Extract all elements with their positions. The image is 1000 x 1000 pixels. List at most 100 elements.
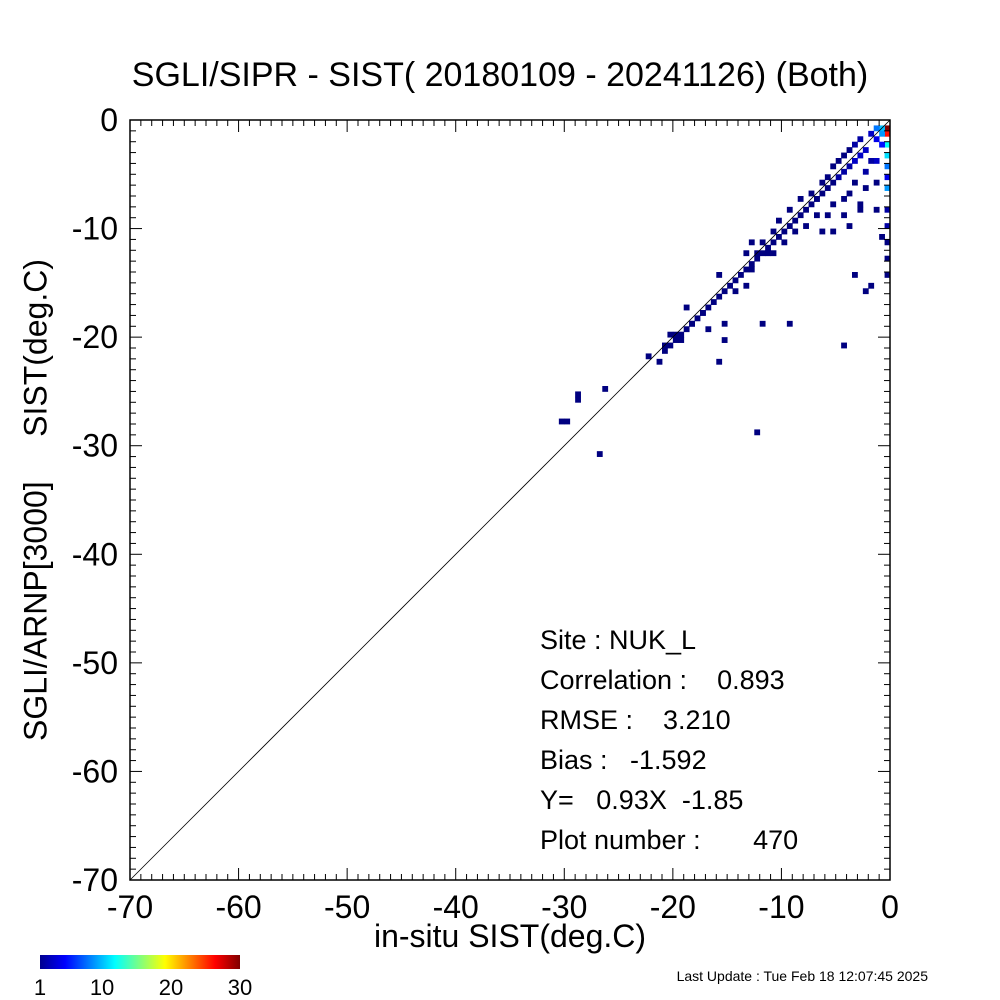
heatmap-cell	[846, 190, 853, 197]
heatmap-cell	[672, 337, 679, 343]
stat-plot-number: Plot number : 470	[540, 825, 799, 855]
heatmap-cell	[770, 228, 777, 235]
heatmap-cell	[786, 223, 793, 229]
heatmap-cell	[884, 141, 891, 148]
heatmap-cell	[748, 261, 755, 267]
y-tick-label: -10	[72, 211, 118, 247]
heatmap-cell	[738, 272, 744, 278]
heatmap-cell	[716, 293, 723, 300]
heatmap-cell	[835, 158, 842, 164]
heatmap-cell	[786, 320, 793, 327]
heatmap-cell	[808, 190, 815, 197]
heatmap-cell	[678, 331, 685, 338]
heatmap-cell	[814, 212, 820, 219]
heatmap-cell	[884, 125, 891, 132]
heatmap-cell	[748, 266, 755, 273]
heatmap-cell	[748, 239, 755, 246]
heatmap-cell	[754, 255, 761, 262]
heatmap-cell	[841, 168, 847, 175]
heatmap-cell	[868, 282, 875, 289]
heatmap-cell	[830, 179, 837, 186]
colorbar-labels: 1 10 20 30	[34, 975, 252, 1000]
x-tick-label: -10	[758, 889, 804, 925]
x-axis-label: in-situ SIST(deg.C)	[373, 918, 647, 954]
x-tick-label: 0	[881, 889, 899, 925]
heatmap-cell	[884, 239, 891, 246]
heatmap-cell	[564, 418, 571, 425]
y-tick-label: -50	[72, 645, 118, 681]
heatmap-cell	[884, 255, 891, 262]
heatmap-cell	[727, 282, 733, 289]
heatmap-cells	[558, 125, 891, 457]
stats-panel: Site : NUK_L Correlation : 0.893 RMSE : …	[540, 620, 798, 860]
heatmap-cell	[846, 223, 853, 229]
heatmap-cell	[879, 141, 885, 148]
y-tick-label: -30	[72, 428, 118, 464]
heatmap-cell	[781, 239, 788, 246]
heatmap-cell	[743, 266, 750, 273]
heatmap-cell	[857, 201, 864, 208]
y-tick-label: -40	[72, 536, 118, 572]
heatmap-cell	[732, 277, 739, 284]
colorbar-tick-label: 20	[159, 975, 183, 1000]
y-tick-label: -60	[72, 753, 118, 789]
heatmap-cell	[819, 228, 826, 235]
stat-site: Site : NUK_L	[540, 625, 697, 655]
heatmap-cell	[694, 315, 701, 322]
heatmap-cell	[803, 223, 809, 229]
heatmap-cell	[857, 152, 864, 159]
heatmap-cell	[770, 250, 777, 257]
heatmap-cell	[873, 206, 880, 213]
heatmap-cell	[862, 288, 869, 295]
heatmap-cell	[781, 228, 788, 235]
heatmap-cell	[868, 130, 875, 137]
heatmap-cell	[819, 179, 826, 186]
heatmap-cell	[710, 299, 717, 305]
heatmap-cell	[765, 250, 771, 257]
axis-tick-labels: -70 -60 -50 -40 -30 -20 -10 0 0 -10 -20 -30 -40 -50 -6…	[72, 102, 899, 925]
heatmap-cell	[776, 234, 782, 240]
heatmap-cell	[759, 239, 766, 246]
heatmap-cell	[862, 168, 869, 175]
heatmap-cell	[721, 288, 728, 295]
heatmap-cell	[814, 196, 820, 202]
heatmap-cell	[873, 125, 880, 132]
heatmap-cell	[705, 304, 712, 311]
heatmap-cell	[879, 130, 885, 137]
heatmap-cell	[873, 136, 880, 143]
heatmap-cell	[786, 206, 793, 213]
heatmap-cell	[819, 190, 826, 197]
heatmap-cell	[846, 163, 853, 170]
heatmap-cell	[830, 163, 837, 170]
heatmap-cell	[879, 234, 885, 240]
heatmap-cell	[743, 250, 750, 257]
heatmap-cell	[575, 396, 581, 403]
heatmap-cell	[743, 282, 750, 289]
heatmap-cell	[602, 386, 609, 392]
x-tick-label: -70	[107, 889, 153, 925]
heatmap-cell	[830, 201, 837, 208]
heatmap-cell	[803, 206, 809, 213]
heatmap-cell	[857, 136, 864, 143]
y-tick-label: 0	[100, 102, 118, 138]
heatmap-cell	[716, 272, 723, 278]
heatmap-cell	[596, 451, 603, 457]
last-update: Last Update : Tue Feb 18 12:07:45 2025	[676, 968, 928, 984]
heatmap-cell	[830, 228, 837, 235]
heatmap-cell	[841, 212, 847, 219]
chart-title: SGLI/SIPR - SIST( 20180109 - 20241126) (…	[131, 56, 869, 94]
heatmap-cell	[884, 272, 891, 278]
x-tick-label: -20	[650, 889, 696, 925]
heatmap-cell	[857, 206, 864, 213]
heatmap-cell	[776, 217, 782, 224]
heatmap-cell	[797, 196, 804, 202]
heatmap-cell	[824, 174, 831, 181]
heatmap-cell	[862, 147, 869, 153]
heatmap-cell	[754, 429, 761, 436]
heatmap-cell	[884, 163, 891, 170]
heatmap-cell	[721, 320, 728, 327]
heatmap-cell	[765, 244, 771, 251]
heatmap-cell	[721, 337, 728, 343]
heatmap-cell	[558, 418, 565, 425]
